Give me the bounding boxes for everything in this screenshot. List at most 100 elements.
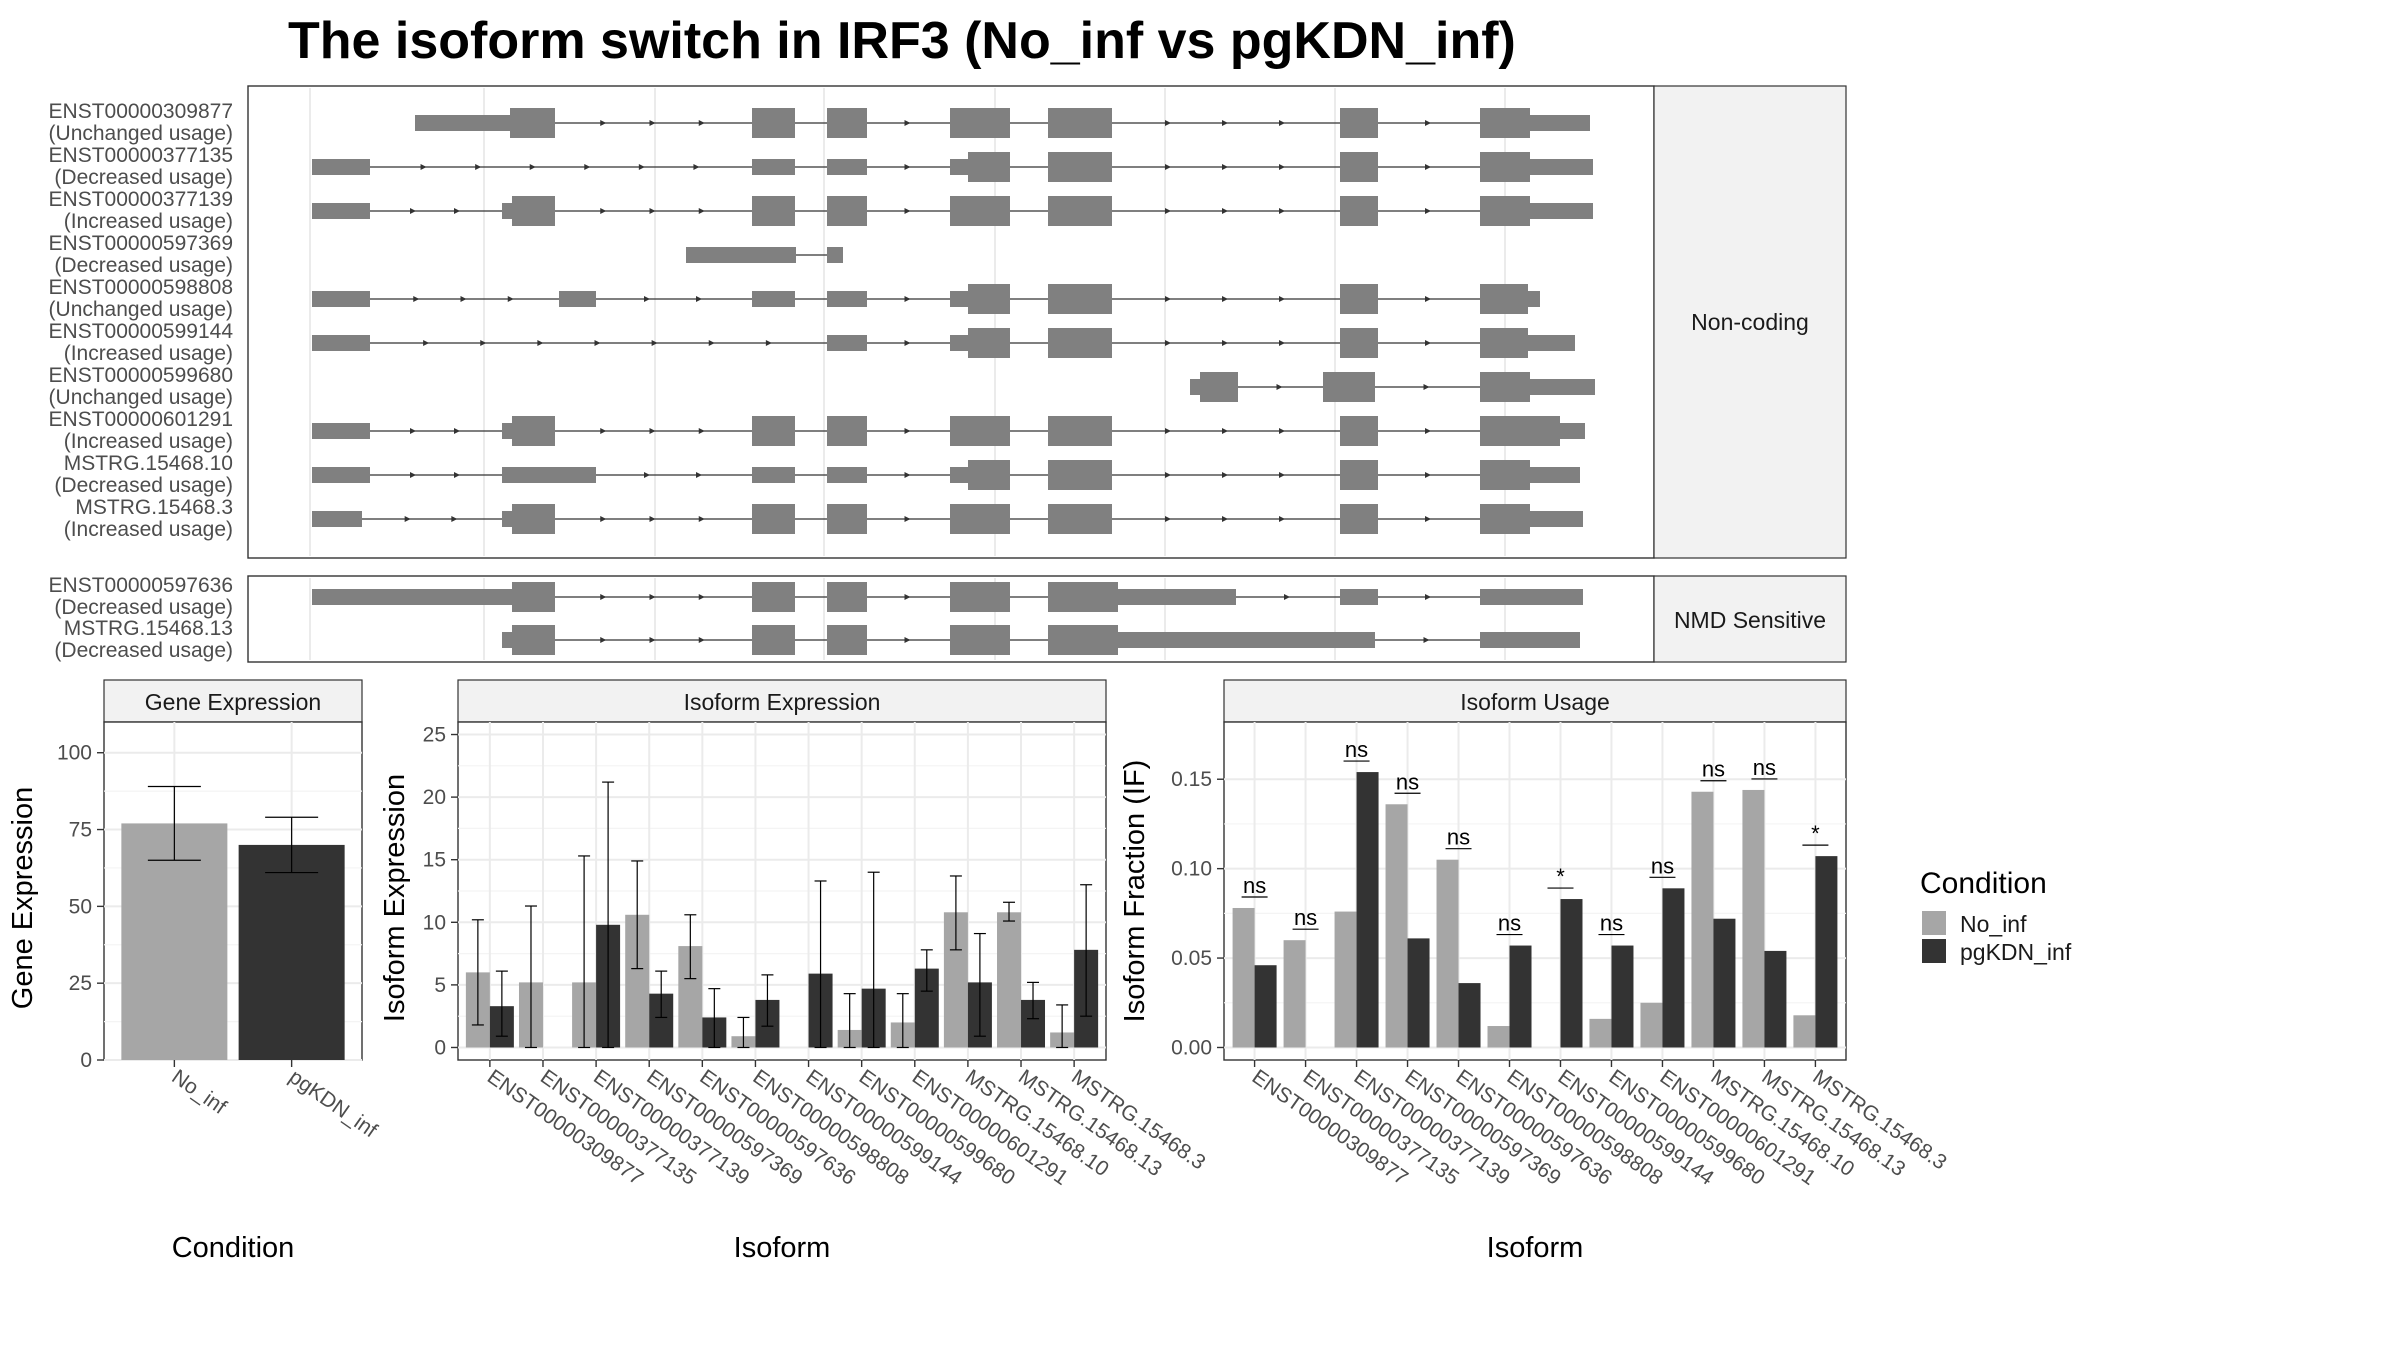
significance-label: ns — [1498, 911, 1521, 936]
significance-label: ns — [1753, 755, 1776, 780]
transcript-usage-label: (Decreased usage) — [54, 254, 233, 277]
strand-arrow — [1222, 120, 1228, 126]
transcript-usage-label: (Unchanged usage) — [49, 122, 233, 145]
strand-arrow — [600, 516, 607, 522]
bar — [1021, 999, 1046, 1048]
y-tick-label: 0.15 — [1171, 768, 1212, 791]
strand-arrow — [693, 164, 700, 170]
exon-block — [968, 460, 1010, 490]
facet-strip-noncoding — [1653, 85, 1847, 559]
bar — [1764, 950, 1787, 1048]
exon-block — [312, 467, 370, 483]
y-tick-label: 0 — [434, 1036, 446, 1059]
strand-arrow — [1425, 340, 1431, 346]
strand-arrow — [1425, 208, 1431, 214]
strand-arrow — [1279, 208, 1285, 214]
exon-block — [312, 159, 370, 175]
exon-block — [968, 328, 1010, 358]
bar — [1407, 938, 1430, 1048]
y-tick-label: 50 — [69, 895, 92, 918]
strand-arrow — [765, 340, 772, 346]
exon-block — [312, 423, 370, 439]
strand-arrow — [1423, 384, 1430, 390]
exon-block — [1190, 379, 1200, 395]
isoform-expression-chart: Isoform Expression 0510152025ENST0000030… — [379, 679, 1210, 1264]
strand-arrow — [1425, 164, 1431, 170]
transcript-id-label: MSTRG.15468.10 — [64, 452, 233, 475]
bar — [121, 823, 228, 1060]
significance-label: ns — [1651, 853, 1674, 878]
exon-block — [1530, 379, 1595, 395]
exon-block — [1340, 416, 1378, 446]
strand-arrow — [1165, 340, 1171, 346]
exon-block — [752, 159, 795, 175]
x-tick-label: No_inf — [167, 1065, 230, 1119]
strand-arrow — [1222, 340, 1228, 346]
exon-block — [559, 291, 596, 307]
y-tick-label: 0.00 — [1171, 1036, 1212, 1059]
exon-block — [1530, 115, 1590, 131]
bar — [1356, 772, 1379, 1048]
strand-arrow — [600, 594, 607, 600]
exon-block — [1480, 108, 1530, 138]
exon-block — [752, 196, 795, 226]
strand-arrow — [696, 296, 702, 302]
strand-arrow — [1222, 516, 1228, 522]
exon-block — [827, 335, 867, 351]
transcript-id-label: ENST00000597636 — [49, 574, 233, 597]
legend-swatch-pgkdn-inf — [1922, 939, 1946, 963]
exon-block — [1530, 159, 1593, 175]
strand-arrow — [454, 208, 460, 214]
y-tick-label: 15 — [423, 849, 446, 872]
strand-arrow — [1425, 472, 1431, 478]
legend: Condition No_inf pgKDN_inf — [1920, 867, 2072, 965]
strand-arrow — [638, 164, 645, 170]
exon-block — [1048, 504, 1112, 534]
exon-block — [512, 582, 555, 612]
bar — [1589, 1018, 1612, 1048]
strand-arrow — [410, 428, 416, 434]
strand-arrow — [651, 340, 658, 346]
exon-block — [1118, 632, 1375, 648]
isoform-expression-marks: 0510152025ENST00000309877ENST00000377135… — [423, 722, 1210, 1190]
significance-label: ns — [1396, 769, 1419, 794]
strand-arrow — [698, 120, 705, 126]
exon-block — [968, 152, 1010, 182]
exon-block — [827, 504, 867, 534]
exon-block — [312, 203, 370, 219]
strand-arrow — [1279, 428, 1285, 434]
exon-block — [950, 625, 1010, 655]
y-tick-label: 10 — [423, 911, 446, 934]
strand-arrow — [1279, 120, 1285, 126]
strand-arrow — [451, 516, 458, 522]
exon-block — [1530, 511, 1583, 527]
exon-block — [312, 511, 362, 527]
transcript-usage-label: (Decreased usage) — [54, 596, 233, 619]
strand-arrow — [454, 472, 460, 478]
strand-arrow — [698, 516, 705, 522]
strand-arrow — [1222, 208, 1228, 214]
exon-block — [950, 159, 968, 175]
strand-arrow — [537, 340, 544, 346]
exon-block — [752, 504, 795, 534]
exon-block — [950, 196, 1010, 226]
exon-block — [752, 625, 795, 655]
strand-arrow — [1165, 516, 1171, 522]
exon-block — [827, 416, 867, 446]
exon-block — [827, 291, 867, 307]
transcript-id-label: MSTRG.15468.13 — [64, 617, 233, 640]
transcript-usage-label: (Increased usage) — [64, 518, 233, 541]
transcript-id-label: ENST00000598808 — [49, 276, 233, 299]
exon-block — [1048, 328, 1112, 358]
y-tick-label: 0.10 — [1171, 858, 1212, 881]
strand-arrow — [698, 594, 705, 600]
legend-title: Condition — [1920, 867, 2047, 900]
exon-block — [1480, 460, 1530, 490]
strand-arrow — [600, 120, 607, 126]
exon-block — [415, 115, 510, 131]
exon-block — [1048, 284, 1112, 314]
strand-arrow — [420, 164, 427, 170]
strand-arrow — [904, 516, 911, 522]
